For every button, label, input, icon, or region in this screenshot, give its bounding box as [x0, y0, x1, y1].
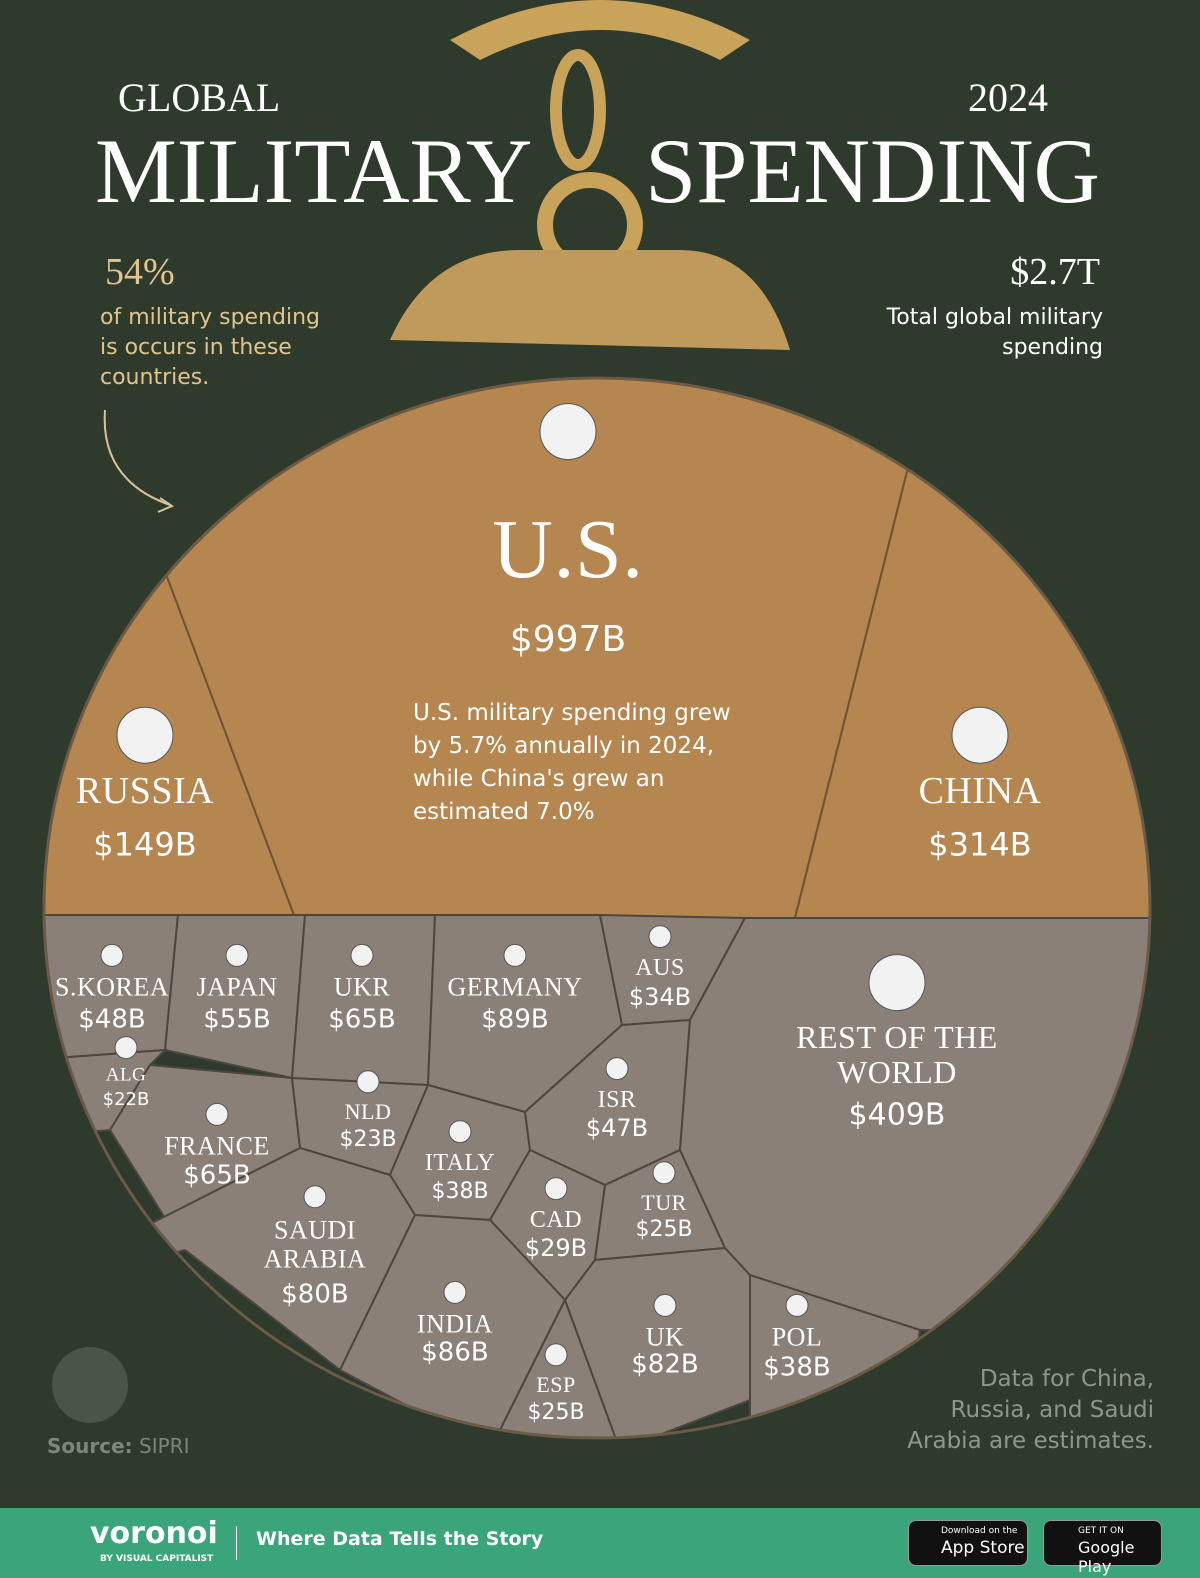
- value-label: $48B: [78, 1004, 146, 1035]
- value-label: $23B: [339, 1126, 397, 1152]
- title: MILITARY: [95, 120, 533, 222]
- value-label: $314B: [928, 825, 1032, 864]
- country-label: ESP: [536, 1371, 576, 1397]
- flag: [448, 1120, 472, 1144]
- value-label: $22B: [102, 1089, 150, 1111]
- country-label: TUR: [641, 1189, 687, 1215]
- country-label: UKR: [333, 972, 391, 1002]
- flag: [648, 925, 672, 949]
- value-label: $38B: [431, 1178, 489, 1204]
- medal-clasp: [390, 250, 790, 350]
- medal-rim: [42, 376, 1152, 1440]
- flag: [653, 1293, 677, 1317]
- value-label: $25B: [635, 1216, 693, 1242]
- title: SPENDING: [645, 120, 1100, 222]
- badge-small: GET IT ON: [1078, 1526, 1124, 1536]
- logo-mark: [52, 1347, 128, 1423]
- flag: [100, 943, 124, 967]
- value-label: $82B: [631, 1349, 699, 1380]
- kicker: 2024: [968, 75, 1048, 120]
- country-label: JAPAN: [196, 972, 278, 1002]
- country-label: ITALY: [424, 1149, 496, 1176]
- value-label: $34B: [628, 982, 692, 1011]
- flag: [205, 1102, 229, 1126]
- arrow: [103, 409, 171, 506]
- badge-text: App Store: [941, 1538, 1025, 1558]
- flag: [225, 943, 249, 967]
- footer: voronoi BY VISUAL CAPITALIST Where Data …: [0, 1508, 1200, 1578]
- value-label: $89B: [481, 1004, 549, 1035]
- flag: [652, 1161, 676, 1185]
- badge-small: Download on the: [941, 1526, 1018, 1536]
- tagline: Where Data Tells the Story: [256, 1528, 544, 1550]
- flag: [868, 954, 926, 1012]
- value-label: $25B: [527, 1399, 585, 1425]
- country-label: CAD: [529, 1206, 583, 1233]
- flag: [951, 706, 1009, 764]
- country-label: GERMANY: [447, 972, 583, 1002]
- country-label: U.S.: [492, 502, 644, 596]
- country-label: REST OF THE WORLD: [796, 1018, 998, 1090]
- flag: [544, 1177, 568, 1201]
- flag: [539, 403, 597, 461]
- country-label: SAUDI ARABIA: [263, 1215, 367, 1273]
- country-label: NLD: [344, 1098, 392, 1124]
- value-label: $86B: [421, 1337, 489, 1368]
- flag: [443, 1280, 467, 1304]
- value-label: $47B: [585, 1113, 649, 1142]
- flag: [544, 1343, 568, 1367]
- annotation: of military spending is occurs in these …: [100, 305, 321, 390]
- value-label: $65B: [183, 1160, 251, 1191]
- stat: $2.7T: [1010, 251, 1100, 293]
- google-play-badge[interactable]: GET IT ON Google Play: [1043, 1520, 1162, 1576]
- brand-sub: BY VISUAL CAPITALIST: [100, 1554, 214, 1564]
- annotation: Total global military spending: [886, 305, 1103, 360]
- brand: voronoi: [90, 1516, 218, 1551]
- country-label: INDIA: [416, 1309, 494, 1339]
- country-label: AUS: [635, 954, 685, 981]
- value-label: $65B: [328, 1004, 396, 1035]
- note: Data for China, Russia, and Saudi Arabia…: [907, 1366, 1154, 1454]
- source: Source: SIPRI: [47, 1434, 189, 1458]
- divider: [236, 1526, 237, 1560]
- country-label: S.KOREA: [54, 972, 170, 1002]
- arrow-head: [157, 497, 175, 513]
- flag: [605, 1057, 629, 1081]
- flag: [785, 1293, 809, 1317]
- country-label: FRANCE: [164, 1131, 270, 1161]
- value-label: $997B: [509, 619, 627, 661]
- value-label: $29B: [524, 1233, 588, 1262]
- flag: [114, 1036, 138, 1060]
- medal-hanger: [450, 0, 750, 60]
- stat: 54%: [105, 251, 175, 293]
- country-label: UK: [645, 1322, 685, 1352]
- value-label: $80B: [281, 1279, 349, 1310]
- source-value: SIPRI: [139, 1434, 190, 1458]
- description: U.S. military spending grew by 5.7% annu…: [413, 700, 731, 825]
- app-store-badge[interactable]: Download on the App Store: [908, 1520, 1028, 1566]
- country-label: CHINA: [918, 770, 1042, 813]
- flag: [350, 943, 374, 967]
- source-label: Source:: [47, 1434, 133, 1458]
- country-label: ISR: [597, 1086, 637, 1113]
- country-label: RUSSIA: [75, 770, 215, 813]
- kicker: GLOBAL: [118, 75, 281, 120]
- value-label: $149B: [93, 825, 197, 864]
- medal-ring: [550, 49, 606, 171]
- country-label: ALG: [105, 1064, 147, 1086]
- value-label: $55B: [203, 1004, 271, 1035]
- country-label: POL: [771, 1322, 823, 1352]
- value-label: $409B: [848, 1097, 946, 1133]
- flag: [116, 706, 174, 764]
- flag: [356, 1070, 380, 1094]
- flag: [303, 1185, 327, 1209]
- badge-text: Google Play: [1078, 1538, 1135, 1576]
- value-label: $38B: [763, 1352, 831, 1383]
- flag: [503, 943, 527, 967]
